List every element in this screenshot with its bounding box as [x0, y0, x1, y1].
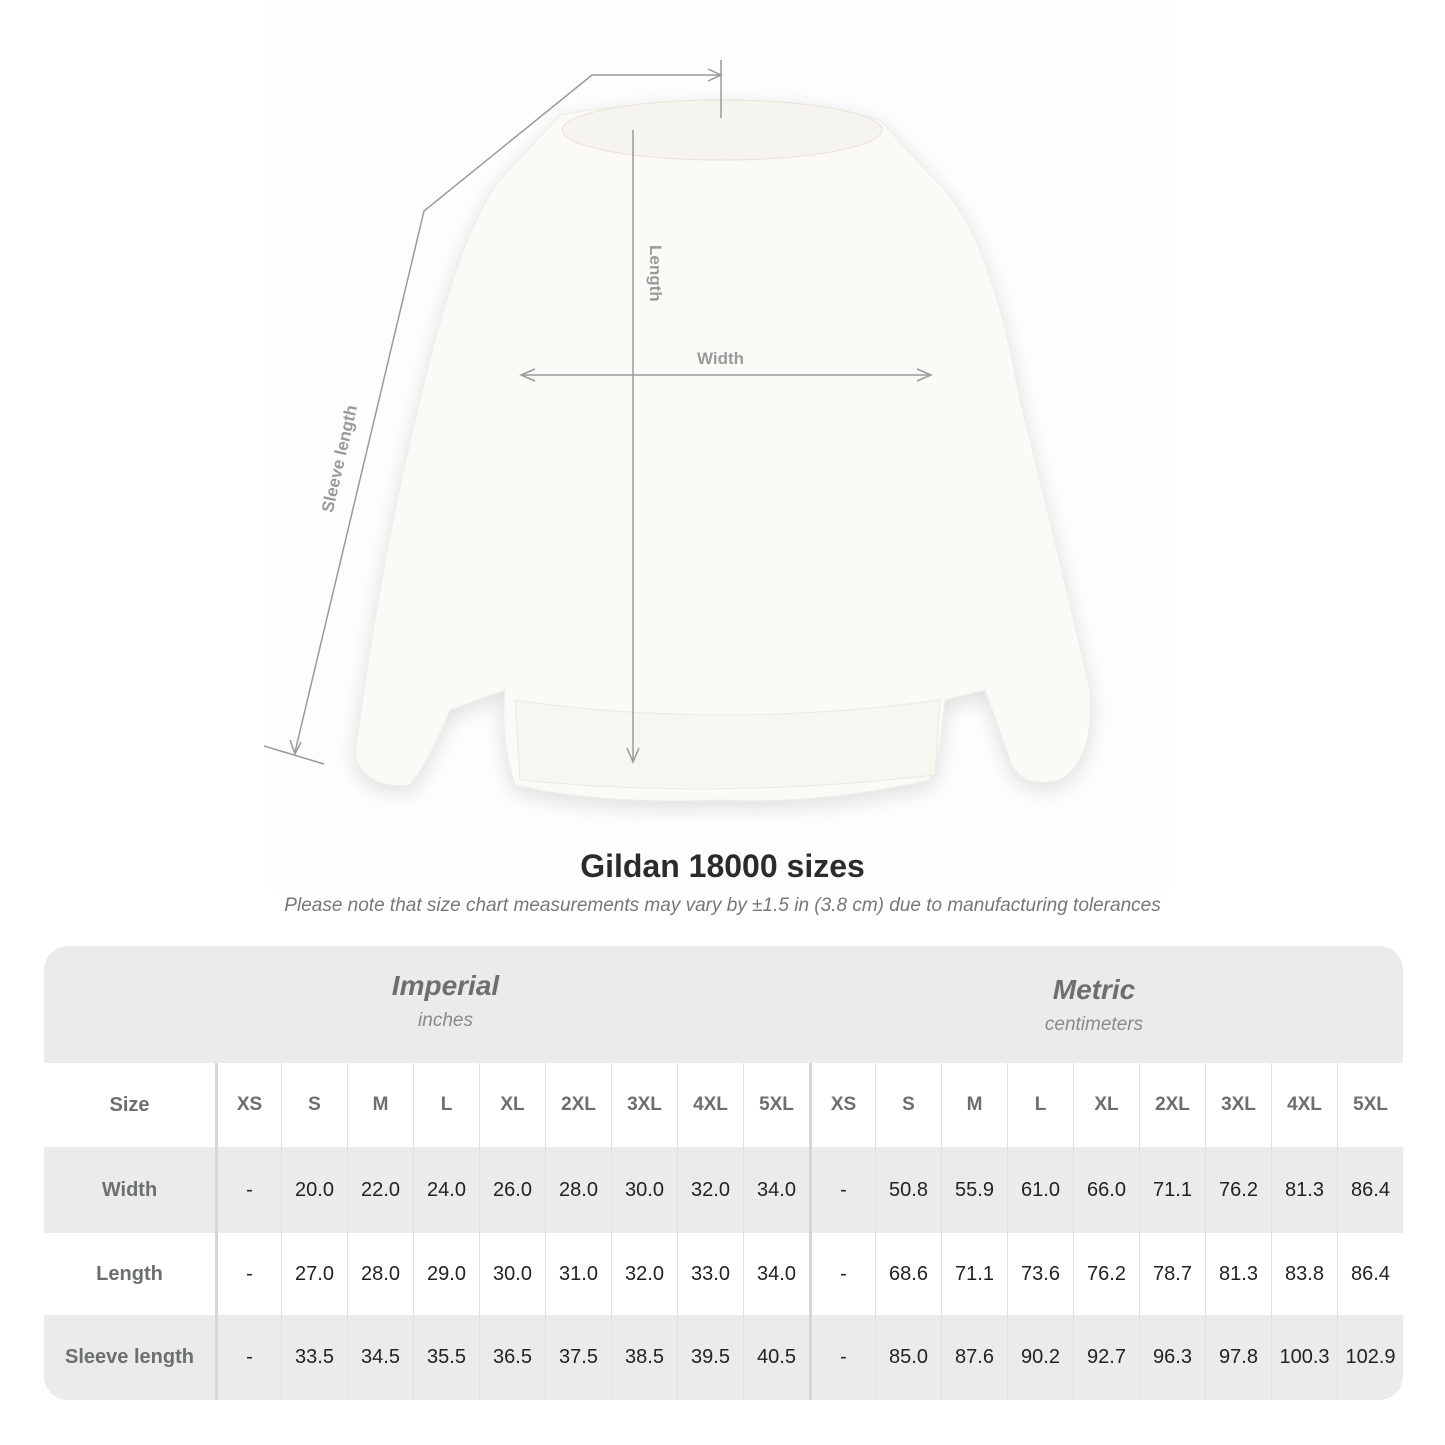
size-header: 4XL	[1271, 1063, 1337, 1147]
imperial-value: 32.0	[611, 1233, 677, 1315]
size-header: 3XL	[611, 1063, 677, 1147]
metric-value: 71.1	[941, 1233, 1007, 1315]
imperial-value: 30.0	[611, 1147, 677, 1233]
imperial-value: 35.5	[413, 1315, 479, 1400]
size-header: XS	[809, 1063, 875, 1147]
imperial-value: 24.0	[413, 1147, 479, 1233]
table-row: Length -27.0 28.0 29.0 30.0 31.0 32.0 33.0 34.0-…	[44, 1233, 1403, 1315]
metric-value: 81.3	[1205, 1233, 1271, 1315]
page-title: Gildan 18000 sizes	[580, 848, 865, 884]
metric-value: 76.2	[1205, 1147, 1271, 1233]
imperial-value: 33.5	[281, 1315, 347, 1400]
metric-value: 83.8	[1271, 1233, 1337, 1315]
metric-title: Metric	[1052, 974, 1136, 1005]
length-label: Length	[646, 245, 665, 302]
size-header: 2XL	[1139, 1063, 1205, 1147]
size-header: M	[347, 1063, 413, 1147]
metric-value: 55.9	[941, 1147, 1007, 1233]
table-row: Sleeve length -33.5 34.5 35.5 36.5 37.5 38.5 39…	[44, 1315, 1403, 1400]
imperial-value: -	[215, 1147, 281, 1233]
metric-unit: centimeters	[1044, 1014, 1144, 1035]
imperial-header: Imperial inches	[215, 970, 676, 1032]
size-header: S	[281, 1063, 347, 1147]
metric-value: 90.2	[1007, 1315, 1073, 1400]
size-table: Imperial inches Metric centimeters Size X…	[44, 946, 1403, 1400]
metric-value: 71.1	[1139, 1147, 1205, 1233]
metric-value: 68.6	[875, 1233, 941, 1315]
metric-value: 66.0	[1073, 1147, 1139, 1233]
size-header: L	[413, 1063, 479, 1147]
imperial-value: 28.0	[545, 1147, 611, 1233]
tolerance-note: Please note that size chart measurements…	[284, 895, 1161, 916]
metric-value: 86.4	[1337, 1233, 1403, 1315]
imperial-value: 26.0	[479, 1147, 545, 1233]
sweatshirt	[354, 99, 1092, 802]
metric-value: 102.9	[1337, 1315, 1403, 1400]
imperial-value: 33.0	[677, 1233, 743, 1315]
imperial-value: 29.0	[413, 1233, 479, 1315]
size-header: XL	[479, 1063, 545, 1147]
size-header: 2XL	[545, 1063, 611, 1147]
imperial-unit: inches	[418, 1010, 473, 1031]
imperial-value: 31.0	[545, 1233, 611, 1315]
row-label: Sleeve length	[65, 1346, 194, 1368]
row-label: Width	[101, 1178, 158, 1201]
size-header: 4XL	[677, 1063, 743, 1147]
metric-value: 87.6	[941, 1315, 1007, 1400]
metric-value: 61.0	[1007, 1147, 1073, 1233]
metric-header: Metric centimeters	[814, 974, 1374, 1036]
metric-value: 81.3	[1271, 1147, 1337, 1233]
header-row: Size XS S M L XL 2XL 3XL 4XL 5XL XS S M L XL 2XL 3XL 4XL 5…	[44, 1063, 1403, 1147]
imperial-value: 36.5	[479, 1315, 545, 1400]
imperial-value: 28.0	[347, 1233, 413, 1315]
metric-value: -	[809, 1147, 875, 1233]
imperial-value: 37.5	[545, 1315, 611, 1400]
size-header: L	[1007, 1063, 1073, 1147]
metric-value: 100.3	[1271, 1315, 1337, 1400]
imperial-value: 30.0	[479, 1233, 545, 1315]
measurement-lines	[263, 60, 933, 765]
width-label: Width	[697, 349, 745, 368]
size-header: 5XL	[743, 1063, 809, 1147]
table-row: Width -20.0 22.0 24.0 26.0 28.0 30.0 32.0 34.0-5…	[44, 1147, 1403, 1233]
metric-value: 96.3	[1139, 1315, 1205, 1400]
metric-value: 97.8	[1205, 1315, 1271, 1400]
size-header: M	[941, 1063, 1007, 1147]
metric-value: 86.4	[1337, 1147, 1403, 1233]
metric-value: 73.6	[1007, 1233, 1073, 1315]
imperial-value: 32.0	[677, 1147, 743, 1233]
imperial-value: 34.0	[743, 1147, 809, 1233]
size-header: XS	[215, 1063, 281, 1147]
metric-value: 76.2	[1073, 1233, 1139, 1315]
metric-value: 78.7	[1139, 1233, 1205, 1315]
metric-value: 92.7	[1073, 1315, 1139, 1400]
imperial-value: 34.0	[743, 1233, 809, 1315]
size-header: XL	[1073, 1063, 1139, 1147]
imperial-value: -	[215, 1233, 281, 1315]
sweatshirt-diagram	[263, 60, 1092, 802]
imperial-value: 27.0	[281, 1233, 347, 1315]
imperial-value: 38.5	[611, 1315, 677, 1400]
metric-value: 50.8	[875, 1147, 941, 1233]
imperial-value: 34.5	[347, 1315, 413, 1400]
row-label: Length	[96, 1262, 163, 1285]
imperial-value: 40.5	[743, 1315, 809, 1400]
metric-value: -	[809, 1315, 875, 1400]
imperial-value: 22.0	[347, 1147, 413, 1233]
size-header: 5XL	[1337, 1063, 1403, 1147]
row-label: Size	[109, 1093, 150, 1116]
metric-value: 85.0	[875, 1315, 941, 1400]
metric-value: -	[809, 1233, 875, 1315]
imperial-value: 39.5	[677, 1315, 743, 1400]
imperial-value: -	[215, 1315, 281, 1400]
size-header: 3XL	[1205, 1063, 1271, 1147]
imperial-title: Imperial	[391, 970, 500, 1001]
size-header: S	[875, 1063, 941, 1147]
imperial-value: 20.0	[281, 1147, 347, 1233]
